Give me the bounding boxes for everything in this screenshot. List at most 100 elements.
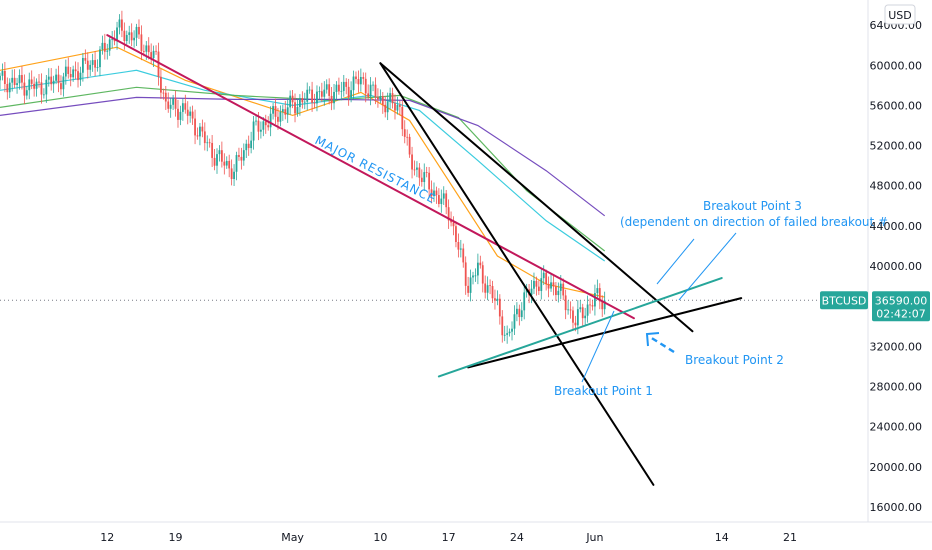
candle-body bbox=[486, 285, 489, 293]
candle-body bbox=[13, 77, 16, 85]
candle-body bbox=[52, 80, 55, 85]
candle-body bbox=[242, 150, 245, 161]
candle-body bbox=[379, 96, 382, 100]
trendline-descending-steep bbox=[379, 62, 655, 486]
candle-body bbox=[403, 129, 406, 137]
candle-body bbox=[277, 116, 279, 122]
candle-body bbox=[121, 19, 123, 31]
candle-body bbox=[62, 76, 65, 90]
candle-body bbox=[455, 226, 457, 242]
breakout-point-2-label: Breakout Point 2 bbox=[685, 353, 784, 367]
candle-body bbox=[306, 89, 309, 102]
candle-body bbox=[506, 333, 509, 335]
candle-body bbox=[223, 161, 226, 166]
candle-body bbox=[245, 143, 248, 151]
candle-body bbox=[523, 292, 526, 311]
candle-body bbox=[79, 72, 82, 81]
candle-body bbox=[355, 76, 357, 80]
currency-box bbox=[884, 4, 916, 25]
candle-body bbox=[123, 30, 126, 41]
y-tick-label: 60000.00 bbox=[870, 59, 923, 72]
candle-body bbox=[552, 282, 555, 287]
candle-body bbox=[508, 331, 511, 334]
candle-body bbox=[362, 77, 365, 79]
candle-body bbox=[191, 111, 194, 119]
candle-body bbox=[542, 272, 545, 279]
candle-body bbox=[111, 39, 114, 40]
candle-body bbox=[147, 45, 150, 53]
candle-body bbox=[533, 280, 535, 289]
candle-body bbox=[430, 189, 433, 197]
candle-body bbox=[250, 140, 253, 149]
candle-body bbox=[386, 101, 389, 113]
candle-body bbox=[89, 64, 92, 70]
candle-body bbox=[179, 111, 182, 120]
breakout-2-arrow-head bbox=[645, 332, 660, 347]
y-tick-label: 52000.00 bbox=[870, 140, 923, 153]
candle-body bbox=[25, 90, 28, 96]
candle-body bbox=[406, 136, 409, 138]
candle-body bbox=[103, 42, 106, 52]
candle-body bbox=[555, 286, 557, 296]
candle-body bbox=[474, 275, 477, 277]
candle-body bbox=[291, 95, 294, 103]
candle-body bbox=[60, 83, 62, 90]
candle-body bbox=[225, 160, 228, 166]
candle-body bbox=[99, 49, 101, 68]
candle-body bbox=[264, 121, 267, 126]
candle-body bbox=[325, 84, 328, 90]
candle-body bbox=[437, 195, 440, 205]
candle-body bbox=[247, 143, 250, 149]
candle-body bbox=[459, 248, 462, 250]
candle-body bbox=[279, 111, 282, 122]
candle-body bbox=[540, 278, 543, 291]
candle-body bbox=[462, 248, 465, 263]
candle-body bbox=[457, 241, 460, 250]
candle-body bbox=[520, 310, 523, 318]
candle-body bbox=[298, 98, 301, 107]
candle-body bbox=[515, 308, 518, 315]
candle-body bbox=[545, 272, 548, 285]
last-price-label: 36590.00 bbox=[875, 294, 928, 307]
candle-body bbox=[255, 120, 257, 122]
candle-body bbox=[501, 316, 504, 336]
moving-average-line-4 bbox=[0, 96, 606, 217]
candle-body bbox=[184, 103, 187, 110]
candle-body bbox=[433, 190, 435, 197]
x-tick-label: May bbox=[281, 531, 304, 544]
candle-body bbox=[181, 103, 184, 112]
candle-body bbox=[8, 82, 11, 93]
candle-body bbox=[469, 277, 472, 293]
x-tick-label: 24 bbox=[510, 531, 524, 544]
candle-body bbox=[47, 76, 50, 80]
candle-body bbox=[494, 298, 496, 301]
candle-body bbox=[489, 285, 491, 287]
candle-body bbox=[374, 84, 377, 98]
candle-body bbox=[23, 82, 26, 96]
candle-body bbox=[589, 304, 591, 306]
candle-body bbox=[67, 66, 70, 75]
candle-body bbox=[172, 98, 175, 105]
candle-body bbox=[269, 113, 272, 128]
candle-body bbox=[598, 288, 601, 302]
candle-body bbox=[381, 96, 384, 105]
candle-body bbox=[284, 109, 287, 115]
candle-body bbox=[535, 280, 538, 287]
x-tick-label: 21 bbox=[783, 531, 797, 544]
candle-body bbox=[391, 93, 394, 104]
candle-body bbox=[38, 81, 40, 83]
candle-body bbox=[40, 82, 43, 95]
candle-body bbox=[342, 81, 345, 91]
y-tick-label: 20000.00 bbox=[870, 461, 923, 474]
candle-body bbox=[3, 70, 6, 85]
candle-body bbox=[30, 79, 33, 84]
candle-body bbox=[220, 150, 223, 162]
breakout-3-pointer-right bbox=[678, 232, 737, 301]
candle-body bbox=[203, 131, 206, 144]
candle-body bbox=[16, 83, 18, 85]
candle-body bbox=[57, 74, 60, 84]
candle-body bbox=[218, 150, 221, 155]
y-tick-label: 40000.00 bbox=[870, 260, 923, 273]
candle-body bbox=[450, 220, 452, 223]
